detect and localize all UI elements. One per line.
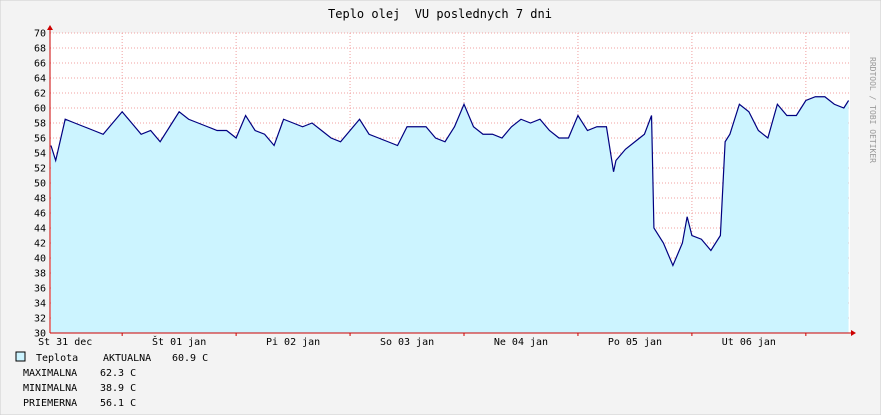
legend-swatch xyxy=(15,351,26,362)
x-tick-label: Po 05 jan xyxy=(608,337,662,348)
y-tick-label: 30 xyxy=(34,329,46,340)
legend-label: AKTUALNA xyxy=(103,353,151,364)
x-tick-label: Št 01 jan xyxy=(152,335,206,348)
area xyxy=(50,96,849,333)
stat-value: 56.1 C xyxy=(100,398,136,409)
y-tick-label: 46 xyxy=(34,209,46,220)
legend-label: Teplota xyxy=(36,353,78,364)
y-tick-label: 34 xyxy=(34,299,46,310)
x-tick-label: St 31 dec xyxy=(38,337,92,348)
arrow xyxy=(47,25,53,30)
arrow xyxy=(851,330,856,336)
stat-value: 38.9 C xyxy=(100,383,136,394)
y-tick-label: 52 xyxy=(34,164,46,175)
y-tick-label: 64 xyxy=(34,74,46,85)
y-tick-label: 48 xyxy=(34,194,46,205)
y-tick-label: 40 xyxy=(34,254,46,265)
x-tick-label: Pi 02 jan xyxy=(266,337,320,348)
y-tick-label: 60 xyxy=(34,104,46,115)
y-tick-label: 42 xyxy=(34,239,46,250)
stat-label: PRIEMERNA xyxy=(23,398,77,409)
y-tick-label: 66 xyxy=(34,59,46,70)
stat-label: MAXIMALNA xyxy=(23,368,77,379)
legend-value: 60.9 C xyxy=(172,353,208,364)
stat-label: MINIMALNA xyxy=(23,383,77,394)
line xyxy=(50,96,850,268)
y-tick-label: 70 xyxy=(34,29,46,40)
y-tick-label: 38 xyxy=(34,269,46,280)
y-tick-label: 58 xyxy=(34,119,46,130)
side-note: RRDTOOL / TOBI OETIKER xyxy=(868,57,877,163)
y-tick-label: 56 xyxy=(34,134,46,145)
stat-value: 62.3 C xyxy=(100,368,136,379)
x-tick-label: Ne 04 jan xyxy=(494,337,548,348)
chart-title: Teplo olej VU poslednych 7 dni xyxy=(328,7,552,21)
y-tick-label: 36 xyxy=(34,284,46,295)
x-tick-label: So 03 jan xyxy=(380,337,434,348)
y-tick-label: 32 xyxy=(34,314,46,325)
y-tick-label: 68 xyxy=(34,44,46,55)
x-tick-label: Ut 06 jan xyxy=(722,337,776,348)
y-tick-label: 54 xyxy=(34,149,46,160)
y-tick-label: 44 xyxy=(34,224,46,235)
y-tick-label: 62 xyxy=(34,89,46,100)
y-tick-label: 50 xyxy=(34,179,46,190)
